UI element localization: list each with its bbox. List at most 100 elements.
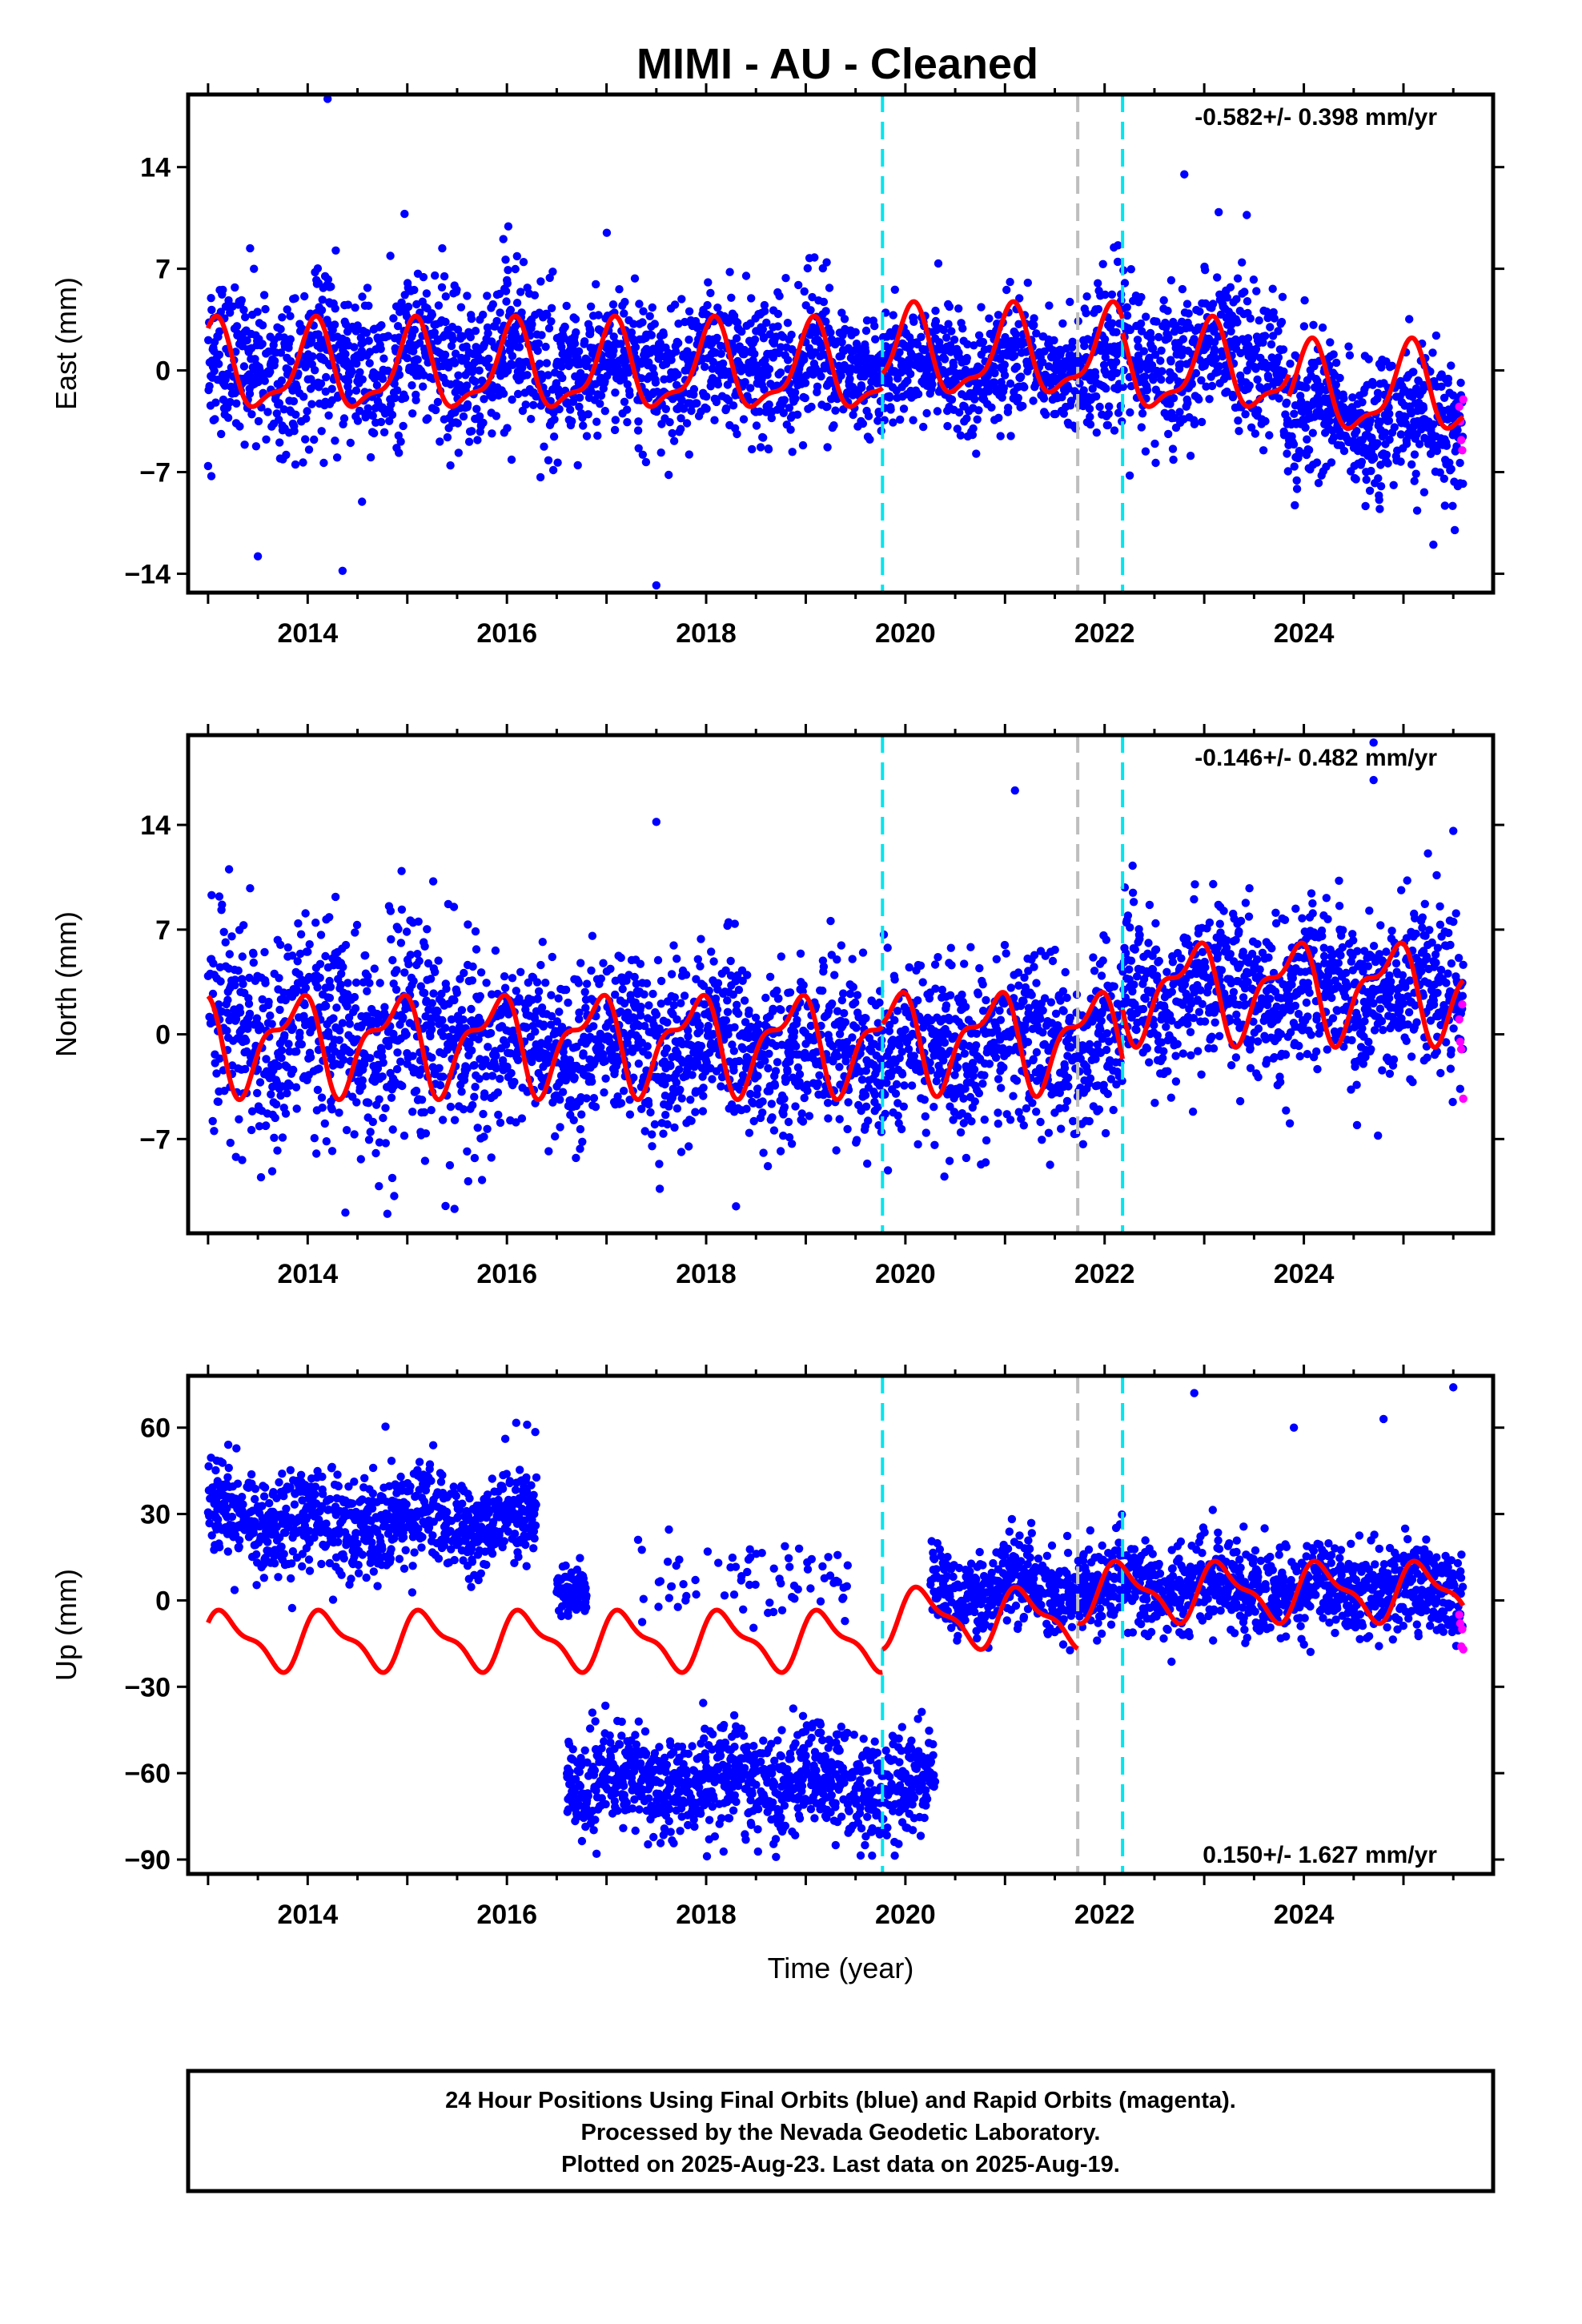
data-point — [295, 1028, 304, 1037]
data-point — [372, 1019, 382, 1028]
data-point — [674, 339, 683, 348]
data-point — [352, 1098, 361, 1107]
data-point — [1201, 266, 1210, 275]
data-point — [1301, 423, 1310, 432]
data-point — [860, 372, 869, 381]
data-point — [274, 1061, 283, 1071]
data-point — [270, 356, 279, 365]
data-point — [410, 325, 420, 335]
data-point — [447, 341, 456, 351]
data-point — [677, 1094, 686, 1103]
data-point — [283, 305, 291, 314]
data-point — [569, 1116, 578, 1125]
data-point — [909, 317, 918, 326]
data-point — [1176, 360, 1186, 368]
data-point — [400, 393, 410, 402]
data-point — [655, 1024, 664, 1033]
data-point — [653, 955, 663, 965]
data-point — [1006, 379, 1015, 388]
data-point — [487, 990, 496, 999]
data-point — [729, 1066, 738, 1076]
data-point — [1314, 479, 1323, 488]
data-point — [687, 1116, 696, 1125]
data-point — [609, 346, 618, 355]
data-point — [436, 437, 444, 446]
data-point — [399, 421, 408, 431]
data-point — [480, 1132, 488, 1141]
data-point — [636, 374, 646, 383]
data-point — [426, 975, 436, 983]
data-point — [775, 292, 784, 300]
data-point — [656, 976, 666, 986]
data-point — [573, 460, 582, 470]
data-point — [325, 913, 334, 922]
data-point — [304, 445, 314, 454]
data-point — [210, 367, 219, 376]
data-point — [323, 275, 333, 284]
data-point — [419, 272, 428, 282]
data-point — [519, 258, 528, 267]
data-point — [381, 1104, 390, 1113]
data-point — [1210, 345, 1219, 354]
data-point — [250, 264, 259, 273]
data-point — [864, 412, 873, 420]
data-point — [1029, 396, 1038, 405]
data-point — [547, 317, 556, 326]
data-point — [400, 968, 409, 977]
data-point — [975, 379, 984, 388]
data-point — [226, 397, 235, 407]
data-point — [214, 1097, 223, 1107]
data-point — [1243, 334, 1253, 343]
data-point — [400, 209, 409, 219]
data-point — [554, 994, 563, 1003]
data-point — [963, 340, 972, 349]
data-point — [616, 953, 625, 963]
data-point — [1064, 384, 1073, 393]
data-point — [1259, 446, 1268, 455]
data-point — [785, 988, 795, 997]
data-point — [481, 1055, 490, 1064]
data-point — [1152, 317, 1161, 326]
data-point — [940, 355, 950, 364]
data-point — [310, 1134, 319, 1143]
data-point — [801, 393, 809, 403]
data-point — [786, 425, 795, 434]
data-point — [729, 990, 737, 999]
data-point — [366, 1054, 375, 1063]
data-point — [324, 411, 333, 420]
data-point — [445, 1160, 455, 1170]
data-point — [641, 457, 651, 467]
data-point — [363, 987, 371, 995]
data-point — [564, 998, 572, 1007]
data-point — [1079, 386, 1088, 395]
data-point — [431, 967, 440, 977]
data-point — [788, 448, 797, 456]
data-point — [375, 1095, 383, 1104]
data-point — [502, 297, 511, 306]
x-tick-label: 2016 — [476, 618, 537, 649]
data-point — [343, 979, 352, 987]
data-point — [1015, 294, 1024, 303]
data-point — [332, 1003, 341, 1012]
data-point — [974, 406, 983, 415]
data-point — [327, 1105, 336, 1114]
data-point — [699, 1092, 708, 1100]
data-point — [1105, 402, 1114, 411]
data-point — [302, 414, 311, 423]
data-point — [317, 306, 327, 315]
data-point — [412, 396, 420, 404]
data-point — [702, 404, 711, 413]
data-point — [400, 1132, 409, 1140]
data-point — [754, 1020, 763, 1029]
data-point — [1277, 317, 1287, 327]
data-point — [647, 331, 656, 340]
data-point — [331, 246, 340, 255]
data-point — [412, 1086, 421, 1096]
data-point — [501, 287, 511, 296]
data-point — [464, 920, 472, 929]
data-point — [696, 962, 705, 971]
data-point — [446, 1102, 456, 1112]
data-point — [510, 1077, 519, 1087]
data-point — [227, 932, 236, 941]
data-point — [566, 1096, 576, 1105]
